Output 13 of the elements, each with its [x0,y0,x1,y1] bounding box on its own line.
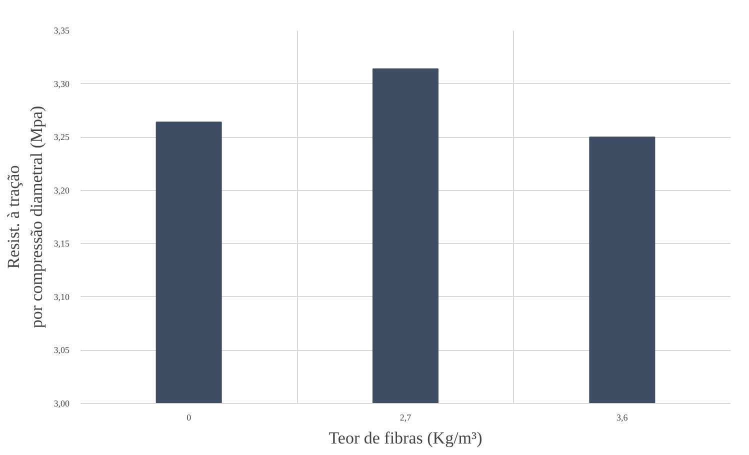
y-tick-label: 3,00 [54,398,70,408]
y-tick-label: 3,15 [54,238,70,249]
x-tick-label: 0 [186,412,192,422]
y-axis-title: Resist. à tração por compressão diametral (Mpa) [4,106,46,328]
y-tick-label: 3,30 [54,78,70,89]
y-tick-label: 3,35 [54,26,70,36]
y-tick-label: 3,05 [54,345,70,356]
x-tick-label: 2,7 [400,412,412,422]
y-tick-label: 3,25 [54,132,70,142]
x-tick-label: 3,6 [616,412,628,422]
y-tick-label: 3,10 [54,292,70,302]
x-axis-title: Teor de fibras (Kg/m³) [328,428,482,448]
y-tick-label: 3,20 [54,185,70,196]
